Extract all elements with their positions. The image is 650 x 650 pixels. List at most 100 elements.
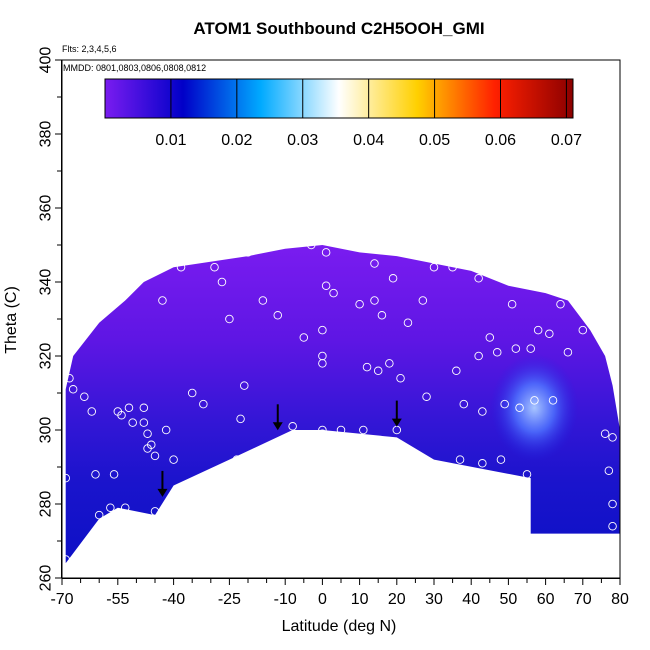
observation-point <box>243 248 253 257</box>
observation-point <box>478 459 487 468</box>
x-tick-label: -70 <box>50 591 73 608</box>
observation-point <box>217 277 227 287</box>
x-tick-label: 10 <box>351 591 369 608</box>
observation-point <box>187 388 197 398</box>
x-tick-label: 70 <box>574 591 592 608</box>
observation-point <box>176 262 186 272</box>
y-tick-label: 340 <box>38 269 55 296</box>
observation-point <box>522 470 532 479</box>
chart-title: ATOM1 Southbound C2H5OOH_GMI <box>193 19 484 38</box>
x-tick-label: -10 <box>274 591 297 608</box>
observation-point <box>306 240 316 250</box>
down-arrow-head <box>272 422 283 431</box>
observation-point <box>429 262 439 272</box>
observation-point <box>150 507 160 516</box>
observation-point <box>169 455 178 464</box>
observation-point <box>515 403 524 413</box>
observation-point <box>474 351 483 361</box>
down-arrow-head <box>157 488 168 497</box>
data-field-region <box>65 245 620 564</box>
observation-point <box>377 311 387 320</box>
observation-point <box>388 274 398 283</box>
observation-point <box>448 262 457 272</box>
y-tick-label: 320 <box>38 343 55 370</box>
observation-point <box>258 296 268 305</box>
observation-point <box>128 418 137 427</box>
observation-point <box>124 403 134 413</box>
observation-point <box>225 314 234 324</box>
x-tick-label: 20 <box>388 591 406 608</box>
observation-point <box>240 381 249 390</box>
observation-point <box>120 503 130 512</box>
observation-point <box>507 299 517 309</box>
data-field-hotspot <box>490 353 579 462</box>
observation-point <box>143 429 152 438</box>
observation-point <box>370 259 379 268</box>
colorbar-tick-label: 0.03 <box>287 132 318 149</box>
x-tick-label: 40 <box>462 591 480 608</box>
x-tick-label: -40 <box>162 591 185 608</box>
dates-note: MMDD: 0801,0803,0806,0808,0812 <box>63 63 206 73</box>
arrow-layer <box>157 400 402 497</box>
y-tick-label: 380 <box>38 121 55 148</box>
x-tick-label: 0 <box>318 591 327 608</box>
observation-point <box>106 503 115 512</box>
observation-point <box>533 325 543 335</box>
colorbar-ramp <box>104 78 574 119</box>
y-tick-label: 260 <box>38 565 55 592</box>
observation-point <box>563 348 573 357</box>
observation-point <box>485 333 495 342</box>
observation-point <box>273 311 283 320</box>
observation-point <box>117 410 126 420</box>
observation-point <box>232 455 242 464</box>
observation-point <box>474 274 483 283</box>
observation-point <box>500 399 509 409</box>
observation-point <box>422 392 431 401</box>
observation-point <box>600 429 610 438</box>
observation-point <box>608 433 617 442</box>
y-axis-label: Theta (C) <box>3 286 20 354</box>
observation-point <box>321 281 331 290</box>
observation-point <box>370 296 379 305</box>
observation-point <box>147 440 156 450</box>
observation-point <box>161 425 171 435</box>
observation-point <box>459 399 469 409</box>
observation-point <box>65 373 74 383</box>
observation-point <box>478 407 487 416</box>
observation-point <box>403 318 413 327</box>
observation-point <box>318 325 327 335</box>
down-arrow-head <box>391 418 402 427</box>
observation-point <box>511 344 521 353</box>
colorbar-tick-label: 0.05 <box>419 132 450 149</box>
colorbar-tick-label: 0.01 <box>155 132 186 149</box>
observation-point <box>318 359 327 368</box>
observation-point <box>585 303 595 313</box>
x-tick-label: -55 <box>106 591 129 608</box>
observation-point <box>158 296 167 305</box>
observation-point <box>94 510 104 520</box>
observation-point <box>455 455 465 464</box>
colorbar: 0.01 0.02 0.03 0.04 0.05 0.06 0.07 <box>104 78 582 149</box>
observation-layer <box>61 240 617 564</box>
colorbar-tick-label: 0.07 <box>551 132 582 149</box>
x-axis: -70 -55 -40 -25 -10 0 10 20 30 40 50 60 70 80 <box>50 578 629 608</box>
observation-point <box>336 425 346 435</box>
observation-point <box>236 414 245 424</box>
observation-point <box>373 366 383 376</box>
observation-point <box>318 429 327 438</box>
observation-point <box>109 470 119 479</box>
observation-point <box>496 455 506 464</box>
x-tick-label: -25 <box>218 591 241 608</box>
x-tick-label: 30 <box>425 591 443 608</box>
observation-point <box>150 451 160 461</box>
observation-point <box>608 499 617 509</box>
observation-point <box>210 262 219 272</box>
observation-point <box>530 396 539 405</box>
observation-point <box>362 362 372 372</box>
x-axis-label: Latitude (deg N) <box>282 618 397 635</box>
observation-point <box>318 425 327 435</box>
observation-point <box>87 407 97 416</box>
observation-point <box>321 248 331 257</box>
down-arrow <box>391 400 402 427</box>
flights-note: Flts: 2,3,4,5,6 <box>62 44 117 54</box>
